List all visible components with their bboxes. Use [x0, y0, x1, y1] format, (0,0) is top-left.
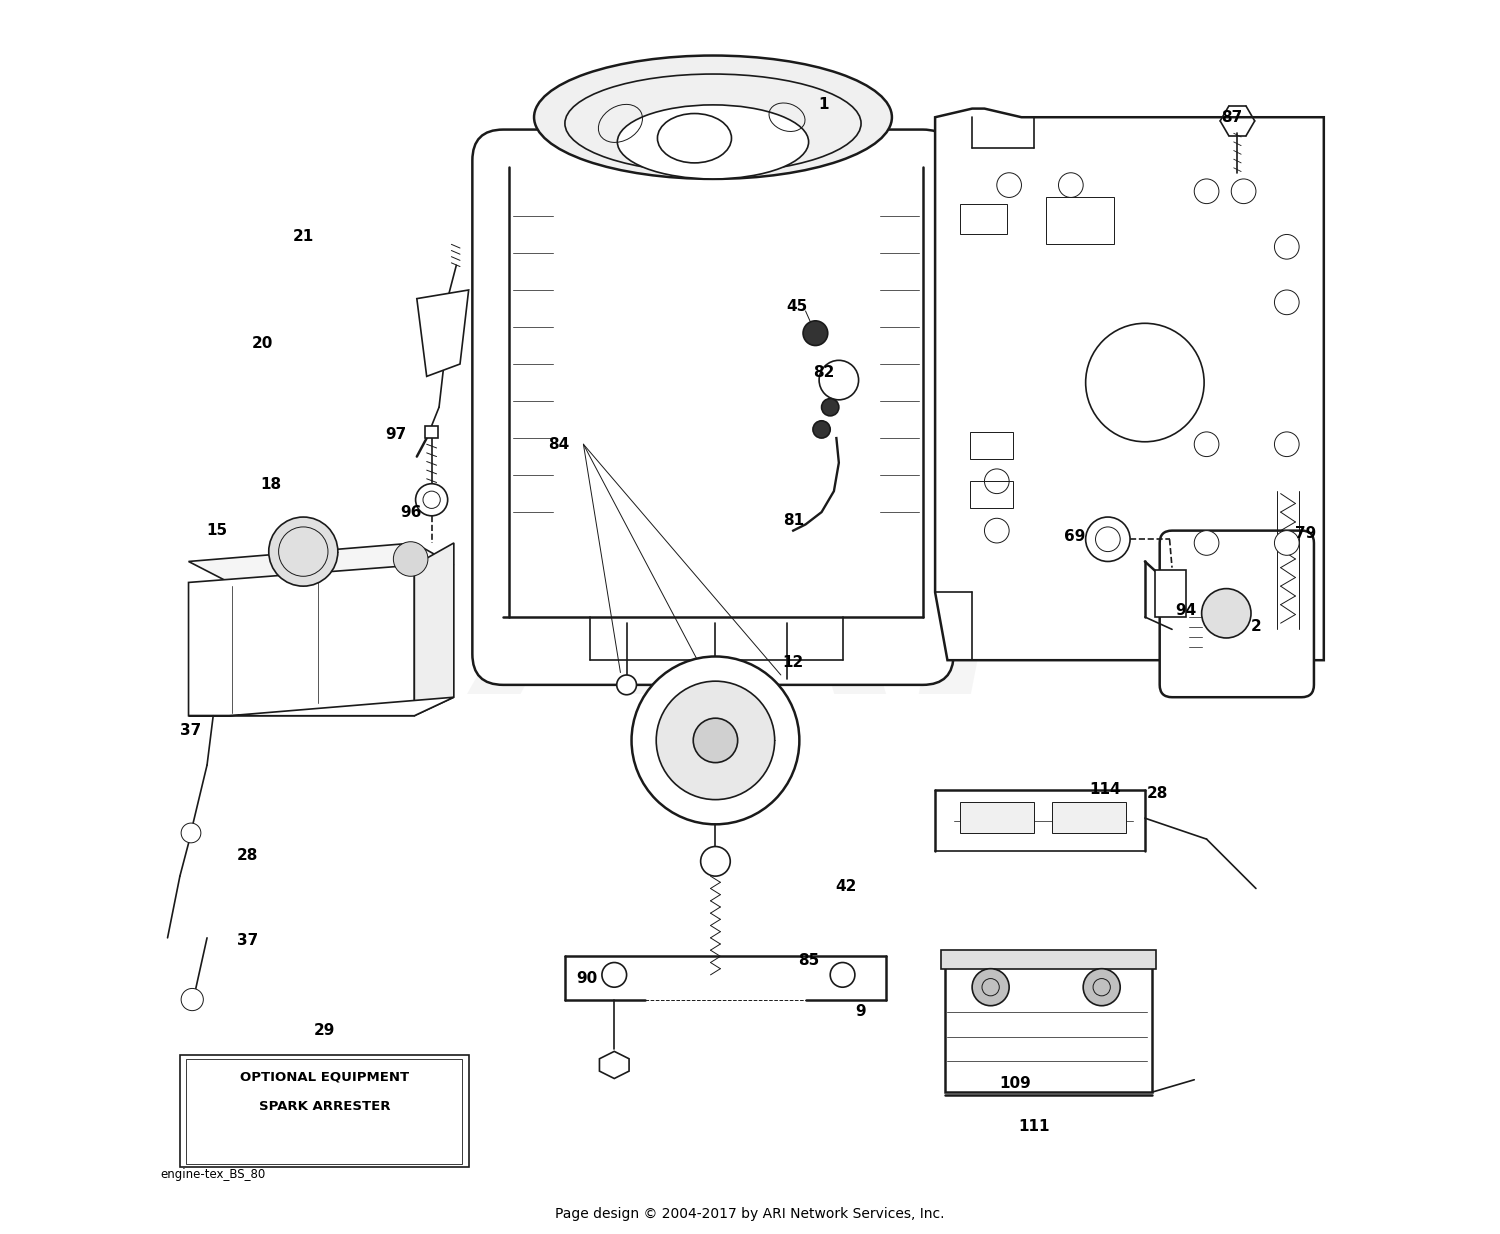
Polygon shape: [934, 109, 1324, 660]
Text: 15: 15: [207, 523, 228, 538]
FancyBboxPatch shape: [1160, 531, 1314, 697]
Circle shape: [1275, 531, 1299, 555]
Bar: [180, 1055, 468, 1167]
Ellipse shape: [534, 56, 892, 179]
Circle shape: [998, 173, 1022, 197]
Ellipse shape: [657, 114, 732, 163]
Circle shape: [1194, 531, 1219, 555]
Circle shape: [616, 675, 636, 695]
Circle shape: [1194, 179, 1219, 204]
Bar: [942, 950, 1156, 969]
Polygon shape: [189, 543, 454, 582]
Bar: [960, 204, 1006, 234]
Polygon shape: [414, 543, 454, 716]
Text: 21: 21: [292, 230, 314, 244]
Polygon shape: [189, 697, 454, 716]
Bar: [1046, 197, 1114, 244]
Text: 96: 96: [400, 505, 422, 520]
Bar: [960, 802, 1034, 833]
Circle shape: [182, 988, 204, 1011]
Circle shape: [1086, 323, 1204, 442]
Circle shape: [1275, 290, 1299, 315]
Circle shape: [813, 421, 830, 438]
Circle shape: [1275, 432, 1299, 457]
Text: 81: 81: [783, 513, 804, 528]
Circle shape: [700, 847, 730, 876]
Text: 114: 114: [1089, 782, 1120, 797]
Circle shape: [656, 681, 774, 800]
Text: 69: 69: [1064, 529, 1084, 544]
Circle shape: [1194, 432, 1219, 457]
Text: 94: 94: [1174, 603, 1196, 618]
Circle shape: [1083, 969, 1120, 1006]
Bar: [426, 426, 438, 438]
Ellipse shape: [618, 105, 809, 179]
Text: OPTIONAL EQUIPMENT: OPTIONAL EQUIPMENT: [240, 1071, 410, 1083]
Text: 97: 97: [386, 427, 406, 442]
Text: 28: 28: [1146, 786, 1168, 801]
Text: 82: 82: [813, 365, 834, 380]
Circle shape: [984, 518, 1010, 543]
Bar: [969, 481, 1012, 508]
Bar: [969, 432, 1012, 459]
Circle shape: [632, 656, 800, 824]
Text: 37: 37: [180, 723, 201, 738]
Text: ARI: ARI: [484, 482, 1016, 752]
Bar: [945, 956, 1152, 1092]
Circle shape: [393, 542, 427, 576]
Text: 37: 37: [237, 933, 258, 948]
Text: 90: 90: [576, 971, 597, 986]
Circle shape: [182, 823, 201, 843]
Text: 9: 9: [855, 1004, 867, 1019]
Circle shape: [984, 469, 1010, 494]
Text: 20: 20: [252, 336, 273, 350]
Circle shape: [602, 963, 627, 987]
Text: 84: 84: [548, 437, 570, 452]
Circle shape: [1202, 589, 1251, 638]
Text: 111: 111: [1019, 1119, 1050, 1134]
Text: Page design © 2004-2017 by ARI Network Services, Inc.: Page design © 2004-2017 by ARI Network S…: [555, 1207, 945, 1222]
Text: 109: 109: [999, 1076, 1030, 1091]
Bar: [1053, 802, 1126, 833]
Text: 12: 12: [783, 655, 804, 670]
Polygon shape: [417, 290, 468, 376]
Text: 45: 45: [786, 299, 807, 313]
Circle shape: [972, 969, 1010, 1006]
Circle shape: [802, 321, 828, 346]
Polygon shape: [600, 1051, 628, 1079]
Polygon shape: [189, 565, 414, 716]
Circle shape: [1059, 173, 1083, 197]
Text: 85: 85: [798, 953, 820, 967]
Bar: [1155, 570, 1185, 617]
Text: 87: 87: [1221, 110, 1242, 125]
Text: 1: 1: [819, 97, 830, 112]
Text: 28: 28: [237, 848, 258, 863]
Text: 18: 18: [261, 478, 282, 492]
Circle shape: [819, 360, 858, 400]
Circle shape: [268, 517, 338, 586]
Text: SPARK ARRESTER: SPARK ARRESTER: [258, 1101, 390, 1113]
Circle shape: [830, 963, 855, 987]
Circle shape: [416, 484, 447, 516]
Bar: [186, 1059, 462, 1164]
Text: engine-tex_BS_80: engine-tex_BS_80: [160, 1169, 266, 1181]
Text: 29: 29: [314, 1023, 334, 1038]
Text: 42: 42: [836, 879, 856, 893]
Circle shape: [1275, 234, 1299, 259]
FancyBboxPatch shape: [472, 130, 954, 685]
Text: 79: 79: [1294, 526, 1316, 540]
Circle shape: [693, 718, 738, 763]
Circle shape: [1232, 179, 1256, 204]
Circle shape: [1086, 517, 1130, 561]
Text: 2: 2: [1251, 619, 1262, 634]
Circle shape: [822, 399, 839, 416]
